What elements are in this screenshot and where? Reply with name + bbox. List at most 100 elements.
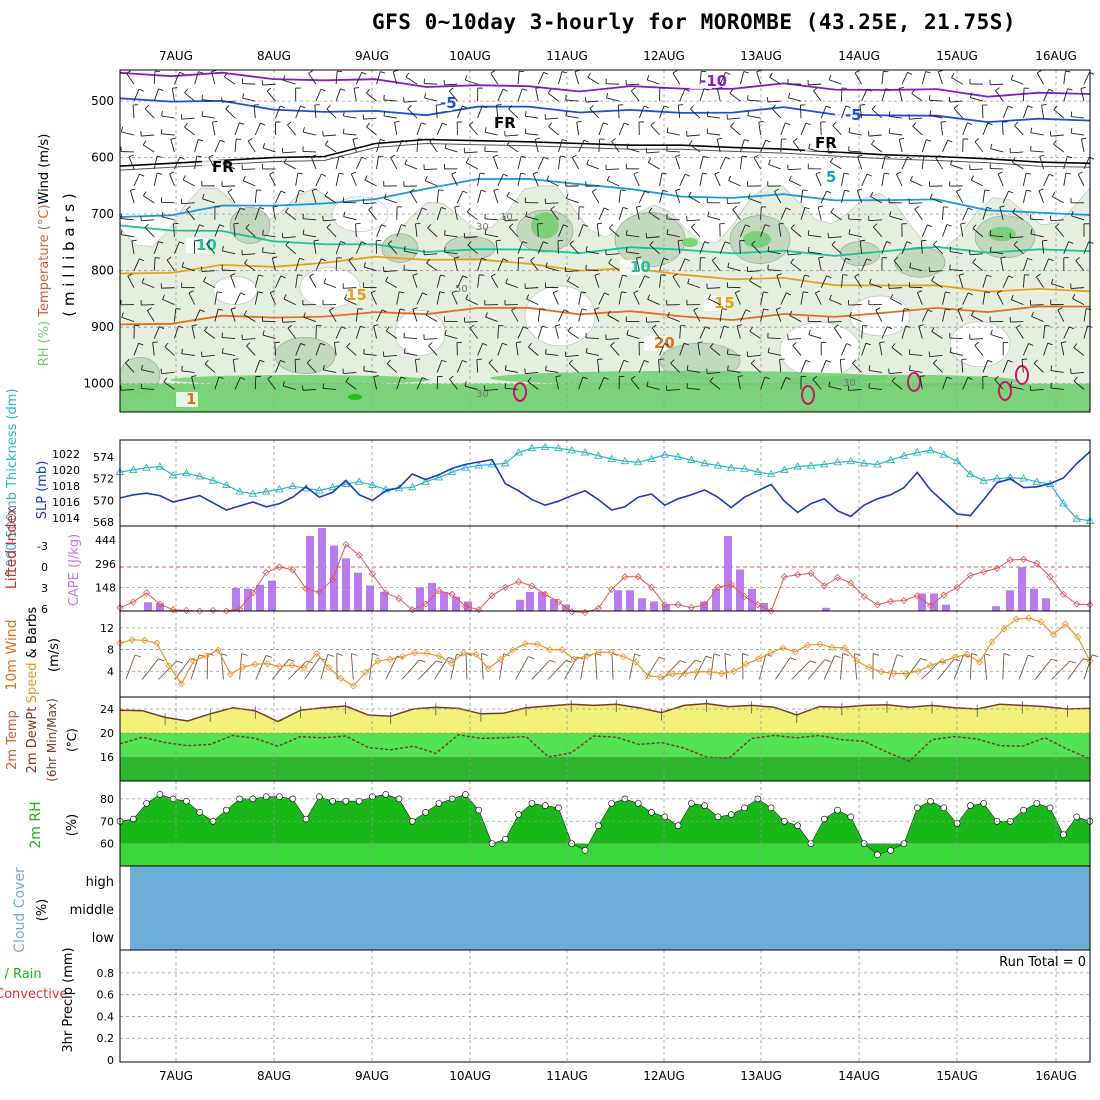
wind-barb: [184, 122, 195, 136]
rh-high-region: [743, 231, 771, 248]
wind-barb: [477, 172, 485, 186]
wind-barb: [272, 205, 278, 220]
wind-barb: [686, 365, 701, 373]
wind-barb: [466, 207, 478, 221]
rh2m-marker: [820, 815, 828, 823]
wind-barb-staff: [224, 76, 236, 85]
wind-barb-staff: [689, 144, 701, 153]
wind-barb-staff: [456, 105, 463, 119]
wind-barb-flag: [871, 105, 876, 110]
wind-barb-staff: [303, 234, 316, 238]
wind-barb-flag: [302, 127, 305, 133]
wind-barb: [1039, 154, 1045, 170]
wind-barb: [633, 290, 640, 305]
wind-barb-flag: [482, 105, 488, 109]
wind-barb-flag: [581, 291, 587, 294]
wind-barb: [625, 163, 640, 170]
wind-barb-flag: [995, 87, 1000, 91]
thickness-marker: [660, 450, 670, 458]
wind-barb-flag: [545, 348, 547, 355]
wind-barb-flag: [727, 349, 729, 355]
wind-barb-flag: [824, 659, 831, 663]
wind-barb: [254, 207, 265, 220]
li-marker: [1046, 573, 1054, 581]
wind-barb-staff: [957, 309, 964, 322]
wind-barb-flag: [280, 359, 286, 363]
rh2m-marker: [1073, 813, 1081, 821]
wind-barb-flag: [651, 324, 657, 329]
wind-barb-staff: [184, 126, 195, 136]
wind-barb-staff: [707, 215, 721, 221]
wind-barb: [618, 206, 628, 220]
wind-barb: [396, 308, 406, 322]
wind-barb: [130, 188, 136, 203]
wind-barb: [767, 246, 781, 255]
wind-barb-flag: [191, 375, 197, 378]
li-marker: [222, 607, 230, 615]
wind-barb: [246, 342, 256, 356]
wind-barb: [982, 122, 993, 136]
wind-barb: [929, 95, 943, 102]
wind-barb: [335, 241, 346, 254]
rh2m-marker: [874, 851, 881, 859]
wind-barb: [346, 342, 357, 356]
label-segment: Temperature (°C): [37, 204, 52, 317]
wind-barb-staff: [396, 308, 401, 322]
wind-barb: [989, 230, 1004, 238]
wind-barb-staff: [376, 71, 381, 85]
wind-barb: [194, 71, 204, 85]
wind-barb-staff: [686, 387, 700, 390]
wind-barb-staff: [546, 179, 559, 187]
wind-barb-flag: [871, 139, 875, 145]
wind-barb: [308, 70, 317, 85]
wind-barb-flag: [633, 290, 639, 294]
wind-barb-staff: [385, 330, 398, 339]
temp-axis-label-4: (°C): [65, 728, 79, 752]
cape-bar: [516, 599, 524, 611]
wind-barb-staff: [1030, 304, 1044, 306]
wind-barb-staff: [555, 376, 559, 390]
wind-barb-flag: [550, 206, 555, 210]
wind-barb-staff: [1043, 325, 1046, 339]
wind-barb: [311, 188, 318, 203]
date-label-top: 16AUG: [1035, 49, 1077, 63]
isotherm-25-cell: [801, 385, 815, 405]
wind-barb-flag: [179, 241, 185, 245]
wind-barb: [153, 172, 163, 186]
wind-barb-flag: [789, 310, 793, 316]
wind-barb-flag: [879, 341, 885, 344]
wind-barb-flag: [505, 278, 508, 284]
wind-barb-staff: [396, 376, 402, 390]
cape-bar: [760, 603, 768, 611]
wind-barb: [469, 324, 478, 339]
wind-barb: [436, 291, 445, 305]
wind-barb: [335, 172, 344, 186]
wind-barb-staff: [829, 79, 842, 85]
wind-barb-staff: [436, 274, 441, 288]
wind-barb-flag: [321, 258, 326, 262]
wind-barb: [453, 256, 460, 271]
wind-barb-flag: [308, 70, 314, 74]
wind-barb-staff: [416, 377, 423, 390]
rh2m-marker: [927, 797, 934, 805]
wind-barb-flag: [400, 376, 406, 380]
wind-barb-flag: [802, 189, 808, 192]
wind-speed-marker: [337, 674, 345, 682]
wind-barb-staff: [488, 362, 499, 373]
wind-barb: [275, 121, 281, 136]
wind-barb: [670, 359, 681, 373]
wind-barb: [767, 264, 781, 272]
wind-barb-flag: [728, 175, 732, 181]
wind-barb: [929, 110, 943, 119]
wind-barb-staff: [497, 88, 504, 102]
li-marker: [541, 590, 549, 598]
wind-barb-staff: [545, 353, 559, 356]
wind-barb: [769, 72, 782, 85]
wind-barb-flag: [407, 104, 412, 110]
temp-axis-label-2: 2m DewPt: [25, 707, 40, 774]
wind-barb: [266, 87, 276, 102]
wind-barb-staff: [1053, 143, 1065, 153]
wind-barb: [679, 342, 689, 356]
wind-barb: [719, 223, 725, 237]
wind-barb: [868, 365, 882, 373]
